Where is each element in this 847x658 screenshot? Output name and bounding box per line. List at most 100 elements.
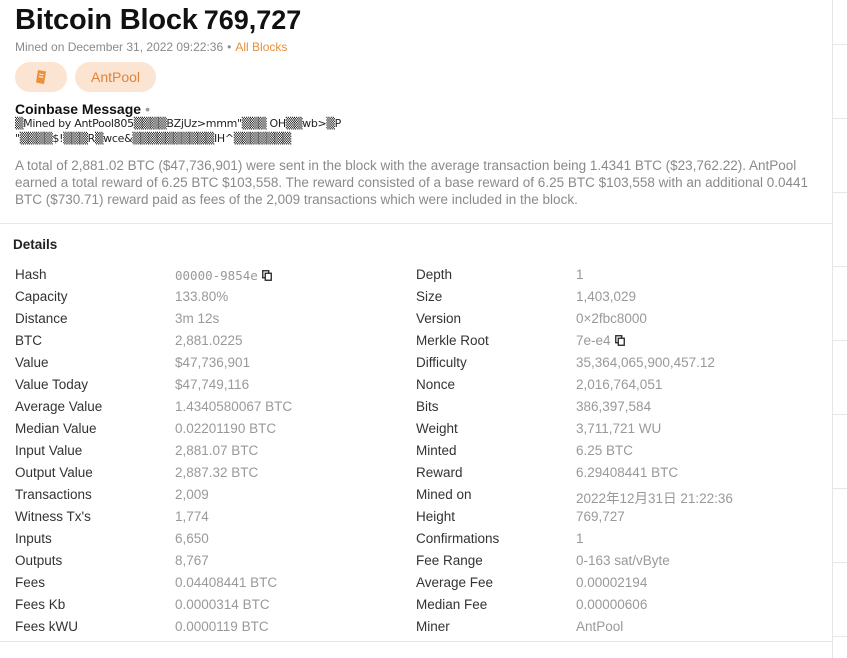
- detail-row-median-value: Median Value 0.02201190 BTC: [15, 418, 415, 440]
- detail-label: Distance: [15, 311, 68, 326]
- coinbase-title-text: Coinbase Message: [15, 101, 142, 117]
- coinbase-title: Coinbase Message •: [15, 101, 150, 117]
- detail-value-text: 0.00002194: [576, 575, 648, 590]
- detail-value: $47,749,116: [175, 377, 249, 392]
- detail-label: Fees Kb: [15, 597, 66, 612]
- detail-value-text: 2022年12月31日 21:22:36: [576, 491, 733, 506]
- detail-value-text: 0.02201190 BTC: [175, 421, 277, 436]
- detail-label: Fees kWU: [15, 619, 79, 634]
- details-heading: Details: [13, 237, 58, 252]
- detail-value-text: 0-163 sat/vByte: [576, 553, 670, 568]
- detail-value: 2,009: [175, 487, 209, 502]
- detail-value: 133.80%: [175, 289, 228, 304]
- detail-label: Size: [416, 289, 443, 304]
- detail-label: Median Fee: [416, 597, 488, 612]
- detail-row-height: Height 769,727: [416, 506, 826, 528]
- detail-row-average-fee: Average Fee 0.00002194: [416, 572, 826, 594]
- detail-row-minted: Minted 6.25 BTC: [416, 440, 826, 462]
- details-right-column: Depth 1 Size 1,403,029 Version 0×2fbc8000 Merk…: [416, 264, 826, 638]
- detail-value-text: 35,364,065,900,457.12: [576, 355, 715, 370]
- detail-row-nonce: Nonce 2,016,764,051: [416, 374, 826, 396]
- rail-separator: [833, 44, 847, 45]
- detail-value-text: $47,749,116: [175, 377, 250, 392]
- detail-value-text: 2,016,764,051: [576, 377, 663, 392]
- detail-value: 2,016,764,051: [576, 377, 662, 392]
- coinbase-message-line-2: "▒▒▒▒$!▒▒▒R▒wce&▒▒▒▒▒▒▒▒▒▒IH^▒▒▒▒▒▒▒: [15, 132, 291, 145]
- detail-value-text: 00000-9854e: [175, 268, 258, 283]
- right-rail: [832, 0, 847, 658]
- detail-value[interactable]: 00000-9854e: [175, 268, 272, 283]
- detail-value: 0-163 sat/vByte: [576, 553, 670, 568]
- detail-value-text: 1,774: [175, 509, 209, 524]
- coinbase-message-line-1: ▒Mined by AntPool805▒▒▒▒BZjUz>mmm"▒▒▒ OH…: [15, 117, 341, 130]
- page-title: Bitcoin Block 769,727: [15, 4, 301, 37]
- all-blocks-link[interactable]: All Blocks: [235, 40, 288, 54]
- detail-value-text: 0.00000606: [576, 597, 648, 612]
- detail-row-miner: Miner AntPool: [416, 616, 826, 638]
- detail-row-weight: Weight 3,711,721 WU: [416, 418, 826, 440]
- rail-separator: [833, 562, 847, 563]
- detail-value: 8,767: [175, 553, 209, 568]
- detail-value-text: 2,881.0225: [175, 333, 243, 348]
- divider-bottom: [0, 641, 832, 642]
- detail-value: 6.25 BTC: [576, 443, 633, 458]
- detail-label: Transactions: [15, 487, 92, 502]
- detail-label: Fee Range: [416, 553, 483, 568]
- detail-value: $47,736,901: [175, 355, 250, 370]
- document-icon: [36, 70, 46, 84]
- detail-value: 2022年12月31日 21:22:36: [576, 487, 733, 507]
- detail-row-output-value: Output Value 2,887.32 BTC: [15, 462, 415, 484]
- detail-value: 3,711,721 WU: [576, 421, 661, 436]
- detail-value: 769,727: [576, 509, 625, 524]
- document-icon-button[interactable]: [15, 62, 67, 92]
- detail-row-size: Size 1,403,029: [416, 286, 826, 308]
- detail-label: Minted: [416, 443, 457, 458]
- copy-icon[interactable]: [261, 270, 272, 281]
- detail-value: 6.29408441 BTC: [576, 465, 678, 480]
- detail-value-text: 6.25 BTC: [576, 443, 634, 458]
- pool-badge[interactable]: AntPool: [75, 62, 157, 92]
- detail-row-version: Version 0×2fbc8000: [416, 308, 826, 330]
- rail-separator: [833, 488, 847, 489]
- detail-row-difficulty: Difficulty 35,364,065,900,457.12: [416, 352, 826, 374]
- rail-separator: [833, 636, 847, 637]
- detail-label: Witness Tx's: [15, 509, 91, 524]
- detail-label: Nonce: [416, 377, 456, 392]
- detail-label: Height: [416, 509, 456, 524]
- rail-separator: [833, 340, 847, 341]
- detail-label: Inputs: [15, 531, 52, 546]
- detail-value-text: 769,727: [576, 509, 625, 524]
- rail-separator: [833, 192, 847, 193]
- detail-label: BTC: [15, 333, 42, 348]
- detail-value: 2,887.32 BTC: [175, 465, 258, 480]
- detail-value-text: 1,403,029: [576, 289, 637, 304]
- detail-row-value-today: Value Today $47,749,116: [15, 374, 415, 396]
- detail-row-merkle-root: Merkle Root 7e-e4: [416, 330, 826, 352]
- detail-label: Hash: [15, 267, 47, 282]
- detail-label: Miner: [416, 619, 450, 634]
- detail-row-inputs: Inputs 6,650: [15, 528, 415, 550]
- detail-row-input-value: Input Value 2,881.07 BTC: [15, 440, 415, 462]
- detail-label: Outputs: [15, 553, 63, 568]
- detail-label: Reward: [416, 465, 463, 480]
- title-text: Bitcoin Block: [15, 4, 198, 36]
- detail-value-text: 0.0000314 BTC: [175, 597, 270, 612]
- detail-value: 386,397,584: [576, 399, 651, 414]
- rail-separator: [833, 118, 847, 119]
- detail-value-text: 3m 12s: [175, 311, 220, 326]
- detail-row-hash: Hash 00000-9854e: [15, 264, 415, 286]
- detail-value-text: 0×2fbc8000: [576, 311, 647, 326]
- detail-value[interactable]: 7e-e4: [576, 333, 625, 348]
- detail-value-text: 8,767: [175, 553, 209, 568]
- detail-row-fees-kwu: Fees kWU 0.0000119 BTC: [15, 616, 415, 638]
- detail-value: 0.0000314 BTC: [175, 597, 270, 612]
- detail-row-reward: Reward 6.29408441 BTC: [416, 462, 826, 484]
- detail-value-text: 2,887.32 BTC: [175, 465, 259, 480]
- copy-icon[interactable]: [614, 335, 625, 346]
- detail-row-depth: Depth 1: [416, 264, 826, 286]
- detail-label: Output Value: [15, 465, 93, 480]
- detail-row-transactions: Transactions 2,009: [15, 484, 415, 506]
- mined-on-text: Mined on December 31, 2022 09:22:36: [15, 40, 224, 54]
- detail-value-text: 7e-e4: [576, 333, 611, 348]
